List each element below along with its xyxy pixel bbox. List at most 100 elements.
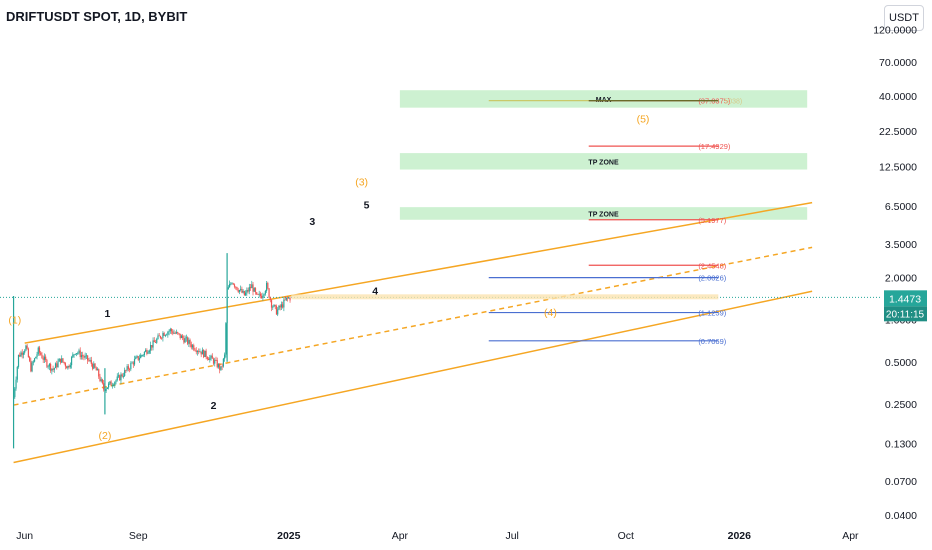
candle-body <box>169 329 171 332</box>
candle-body <box>231 283 233 285</box>
candle-body <box>222 358 224 367</box>
candle-body <box>52 368 54 370</box>
countdown-badge <box>884 306 927 322</box>
candle-body <box>289 297 291 301</box>
candle-body <box>274 304 276 307</box>
x-tick-label: Sep <box>129 530 148 542</box>
candle-body <box>167 331 169 335</box>
candle-body <box>116 376 118 381</box>
candle-body <box>63 361 65 364</box>
candle-body <box>24 350 26 353</box>
candle-body <box>141 355 143 356</box>
candle-body <box>117 375 120 377</box>
x-tick-label: 2025 <box>277 530 301 542</box>
candle-body <box>121 374 123 377</box>
candle-body <box>26 345 28 349</box>
candle-body <box>133 359 136 365</box>
x-tick-label: 2026 <box>728 530 752 542</box>
candle-body <box>36 354 38 357</box>
candle-body <box>235 286 237 288</box>
channel-layer <box>0 201 880 464</box>
candle-body <box>268 288 270 298</box>
candle-body <box>27 348 29 358</box>
candle-body <box>17 354 20 367</box>
candle-body <box>66 366 68 369</box>
candle-body <box>68 365 70 368</box>
candle-body <box>188 339 190 344</box>
candle-body <box>159 336 162 338</box>
candle-body <box>279 305 281 308</box>
candle-body <box>109 381 111 384</box>
levels-layer: (37.0375)(17.4929)(5.1977)(2.4548)(2.002… <box>488 97 742 346</box>
candle-body <box>228 283 231 288</box>
candle-body <box>212 358 215 364</box>
candle-body <box>54 363 57 369</box>
level-label: (1.1259) <box>698 309 726 318</box>
zone-label: TP ZONE <box>588 211 619 218</box>
candle-body <box>120 374 122 381</box>
candle-body <box>83 356 85 358</box>
candle-body <box>50 363 52 371</box>
candle-body <box>214 359 216 364</box>
candle-body <box>286 297 289 299</box>
candle-body <box>20 352 22 357</box>
wave-label: (3) <box>355 176 368 188</box>
candle-body <box>70 357 73 366</box>
candle-body <box>200 351 202 355</box>
candle-body <box>164 334 166 336</box>
candle-body <box>89 359 91 361</box>
y-tick-label: 0.0400 <box>885 510 917 522</box>
candle-body <box>38 347 41 353</box>
candle-body <box>62 358 64 362</box>
candle-body <box>241 288 243 293</box>
candle-body <box>41 354 43 359</box>
level-label: (0.7069) <box>698 337 726 346</box>
candle-body <box>148 350 150 353</box>
candle-body <box>114 382 116 386</box>
candle-body <box>112 385 115 387</box>
y-tick-label: 70.0000 <box>879 57 917 69</box>
candle-body <box>288 297 290 299</box>
candle-body <box>263 294 265 296</box>
candle-body <box>177 332 179 334</box>
candle-body <box>84 355 86 358</box>
candle-body <box>126 366 128 371</box>
candle-body <box>191 345 194 348</box>
wave-label: 1 <box>104 308 110 320</box>
candle-body <box>224 354 226 359</box>
tp-zone-box <box>399 153 808 170</box>
candle-body <box>238 290 241 292</box>
candle-body <box>152 340 154 348</box>
y-tick-label: 0.0700 <box>885 476 917 488</box>
candle-body <box>168 331 170 332</box>
candle-body <box>21 352 23 355</box>
x-tick-label: Apr <box>392 530 409 542</box>
candle-body <box>57 361 59 368</box>
candle-body <box>154 342 157 343</box>
candle-body <box>205 350 207 358</box>
candle-body <box>201 349 204 355</box>
candle-body <box>236 287 238 290</box>
candle-body <box>273 304 275 307</box>
channel-lower-line <box>13 290 813 464</box>
candle-body <box>122 375 125 377</box>
candle-body <box>209 357 211 361</box>
candle-body <box>29 357 31 361</box>
candle-body <box>94 363 96 368</box>
candle-body <box>35 356 37 359</box>
max-ghost-label: 5038) <box>724 99 742 106</box>
candle-body <box>135 357 137 360</box>
currency-button[interactable]: USDT <box>884 5 924 31</box>
candle-body <box>56 363 58 368</box>
candle-body <box>69 365 71 368</box>
candle-body <box>225 323 227 355</box>
candle-body <box>124 370 126 376</box>
candle-body <box>153 340 155 343</box>
candle-body <box>220 366 222 370</box>
candle-body <box>230 283 232 285</box>
candle-body <box>185 337 187 339</box>
candle-body <box>249 287 252 289</box>
y-tick-label: 3.5000 <box>885 239 917 251</box>
